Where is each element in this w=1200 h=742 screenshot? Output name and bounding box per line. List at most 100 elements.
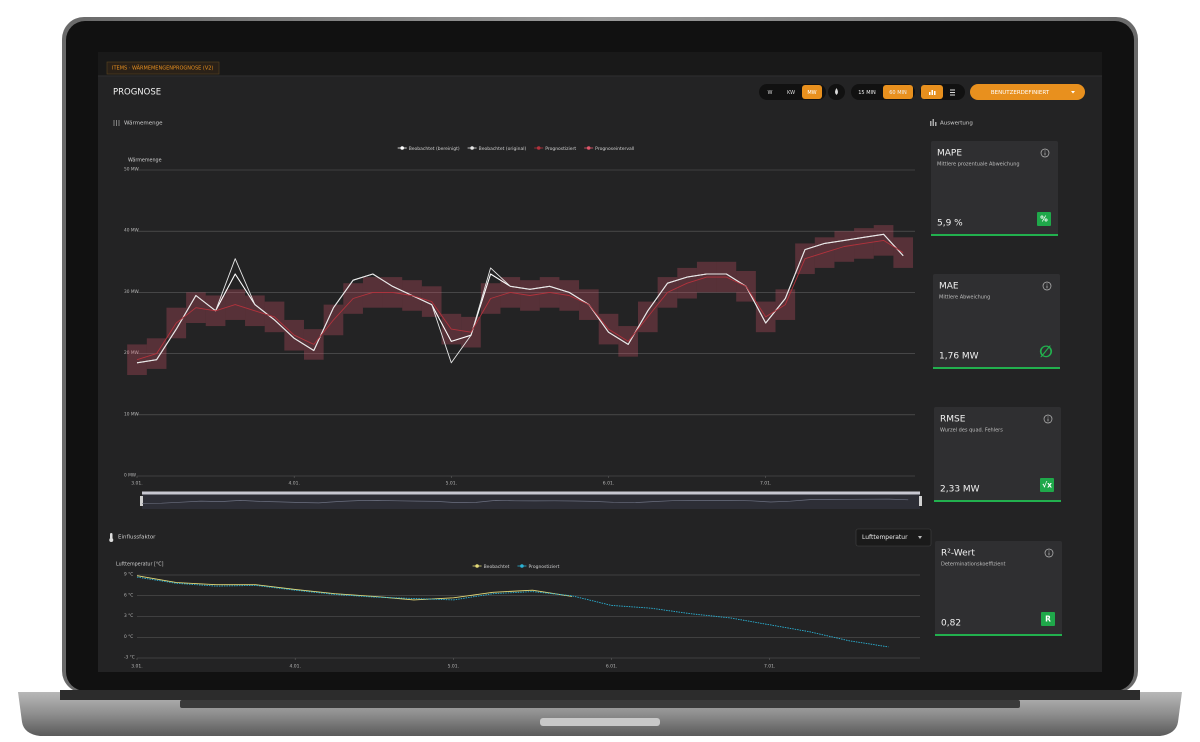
y-tick-label: 0 °C xyxy=(124,634,133,640)
y-axis-title: Wärmemenge xyxy=(128,158,162,164)
range-button[interactable] xyxy=(970,84,1085,100)
kpi-subtitle: Wurzel des quad. Fehlers xyxy=(940,428,1003,434)
info-icon-dot xyxy=(1046,283,1048,285)
legend-item[interactable]: Prognostiziert xyxy=(517,564,560,570)
y-tick-label: 3 °C xyxy=(124,613,133,619)
interval-button[interactable]: 15 MIN xyxy=(858,90,876,96)
kpi-card[interactable] xyxy=(933,274,1060,369)
kpi-card[interactable] xyxy=(931,141,1058,236)
y-axis-title: Lufttemperatur [°C] xyxy=(116,562,164,568)
info-icon-dot xyxy=(1044,150,1046,152)
kpi-subtitle: Determinationskoeffizient xyxy=(941,562,1006,568)
trackpad-notch xyxy=(540,718,660,726)
x-tick-label: 6.01. xyxy=(603,481,614,487)
kpi-accent xyxy=(933,367,1060,369)
kpi-value: 5,9 % xyxy=(937,219,963,229)
unit-button[interactable]: MW xyxy=(807,90,816,96)
drop-icon xyxy=(835,88,838,95)
section-icon xyxy=(113,120,120,126)
legend-marker xyxy=(520,564,524,568)
info-icon-stem xyxy=(1048,552,1050,556)
page-title: PROGNOSE xyxy=(113,88,161,98)
kpi-icon xyxy=(1040,478,1054,492)
legend-marker xyxy=(470,146,474,150)
legend-marker xyxy=(536,146,541,150)
kpi-icon xyxy=(1041,612,1055,626)
kpi-icon-glyph: % xyxy=(1040,215,1048,224)
kpi-title: RMSE xyxy=(940,415,966,425)
y-tick-label: 50 MW xyxy=(124,167,140,173)
legend-label[interactable]: Beobachtet (original) xyxy=(479,146,527,152)
interval-button[interactable]: 60 MIN xyxy=(889,90,907,96)
legend-marker xyxy=(400,146,404,150)
chart-icon xyxy=(931,90,933,95)
info-icon[interactable] xyxy=(1042,281,1052,291)
unit-button[interactable]: W xyxy=(768,90,773,96)
kpi-accent xyxy=(935,634,1062,636)
interval-band xyxy=(127,344,147,376)
info-icon[interactable] xyxy=(1040,148,1050,158)
chart-icon xyxy=(929,92,931,95)
x-tick-label: 3.01. xyxy=(131,664,142,670)
y-tick-label: 0 MW xyxy=(124,473,137,479)
x-tick-label: 7.01. xyxy=(760,481,771,487)
kpi-card[interactable] xyxy=(935,541,1062,636)
legend-label[interactable]: Prognostiziert xyxy=(545,146,576,152)
y-tick-label: 10 MW xyxy=(124,411,140,417)
keyboard-strip xyxy=(180,700,1020,708)
list-icon xyxy=(950,92,955,93)
unit-active[interactable] xyxy=(802,85,822,99)
interval-active[interactable] xyxy=(883,85,913,99)
navigator-handle[interactable] xyxy=(140,496,143,506)
list-icon xyxy=(950,89,955,91)
navigator-scrollbar[interactable] xyxy=(142,491,920,495)
kpi-title: MAPE xyxy=(937,149,962,159)
kpi-value: 1,76 MW xyxy=(939,352,979,362)
x-tick-label: 3.01. xyxy=(131,481,142,487)
section-icon xyxy=(930,119,937,126)
section-icon xyxy=(109,533,114,542)
unit-button[interactable]: KW xyxy=(787,90,795,96)
legend-label[interactable]: Beobachtet xyxy=(484,564,510,570)
kpi-icon-glyph: ∅ xyxy=(1039,342,1053,361)
dropdown-arrow xyxy=(918,536,922,539)
info-icon-stem xyxy=(1046,285,1048,289)
kpi-title: R²-Wert xyxy=(941,549,975,559)
legend-label[interactable]: Beobachtet (bereinigt) xyxy=(409,146,460,152)
y-tick-label: 20 MW xyxy=(124,350,140,356)
kpi-value: 2,33 MW xyxy=(940,485,980,495)
x-tick-label: 4.01. xyxy=(288,481,299,487)
navigator-line xyxy=(141,498,909,504)
legend-label[interactable]: Prognostiziert xyxy=(528,564,559,570)
kpi-card[interactable] xyxy=(934,407,1061,502)
breadcrumb[interactable]: ITEMS · WÄRMEMENGENPROGNOSE (V2) xyxy=(112,65,213,72)
legend-item[interactable]: Beobachtet (original) xyxy=(467,146,527,152)
hinge xyxy=(60,690,1140,700)
top-bar xyxy=(98,52,1102,76)
range-arrow xyxy=(1071,91,1075,94)
range-label[interactable]: BENUTZERDEFINIERT xyxy=(991,90,1050,96)
factor-dropdown[interactable] xyxy=(855,528,932,547)
y-tick-label: 9 °C xyxy=(124,572,133,578)
factor-select[interactable]: Lufttemperatur xyxy=(862,534,908,541)
legend-label[interactable]: Prognoseintervall xyxy=(595,146,634,152)
interval-band xyxy=(893,237,914,268)
section-title: Auswertung xyxy=(940,121,973,127)
info-icon[interactable] xyxy=(1043,414,1053,424)
info-icon[interactable] xyxy=(1044,548,1054,558)
x-tick-label: 4.01. xyxy=(289,664,300,670)
section-title: Einflussfaktor xyxy=(118,535,156,541)
legend-item[interactable]: Prognostiziert xyxy=(534,146,576,152)
x-tick-label: 6.01. xyxy=(606,664,617,670)
series-line xyxy=(136,576,889,648)
legend-marker xyxy=(475,564,479,568)
legend-marker xyxy=(586,146,591,150)
y-tick-label: 6 °C xyxy=(124,592,133,598)
y-tick-label: 30 MW xyxy=(124,289,140,295)
info-icon-dot xyxy=(1047,416,1049,418)
legend-item[interactable]: Beobachtet xyxy=(472,564,510,570)
navigator-handle[interactable] xyxy=(919,496,922,506)
legend-item[interactable]: Beobachtet (bereinigt) xyxy=(397,146,460,152)
legend-item[interactable]: Prognoseintervall xyxy=(584,146,634,152)
